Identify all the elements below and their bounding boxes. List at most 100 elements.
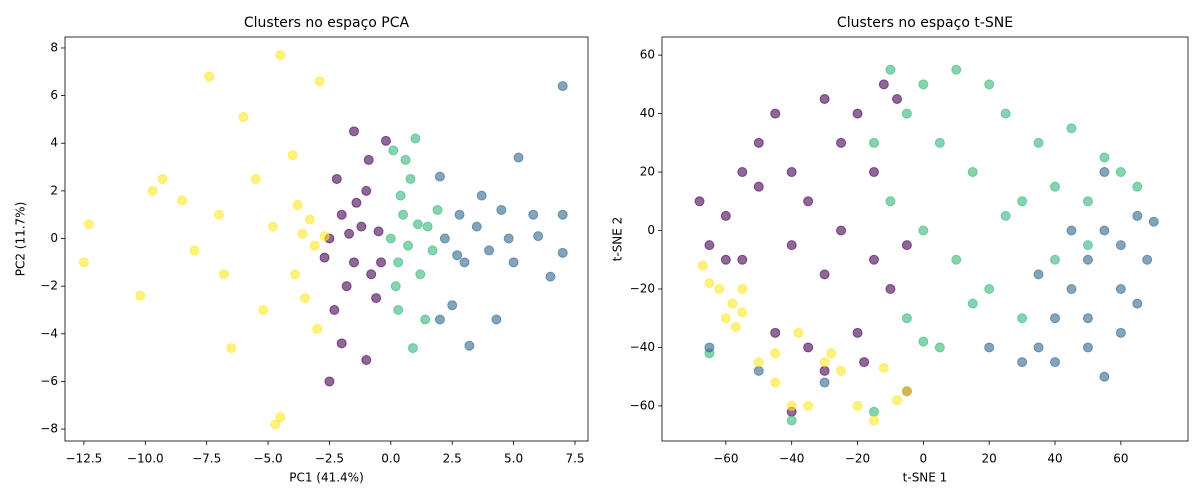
x-tick-label: 0.0 xyxy=(381,452,400,466)
point xyxy=(533,231,544,242)
point xyxy=(270,419,281,430)
point xyxy=(885,283,896,294)
point xyxy=(376,257,387,268)
x-tick-label: −20 xyxy=(845,452,870,466)
y-tick-label: −60 xyxy=(630,398,655,412)
point xyxy=(697,260,708,271)
point xyxy=(786,167,797,178)
point xyxy=(292,200,303,211)
point xyxy=(819,377,830,388)
point xyxy=(803,342,814,353)
point xyxy=(984,283,995,294)
x-tick-label: 0 xyxy=(920,452,928,466)
point xyxy=(491,314,502,325)
point xyxy=(410,133,421,144)
point xyxy=(309,240,320,251)
x-tick-label: 7.5 xyxy=(565,452,584,466)
x-tick-label: −40 xyxy=(779,452,804,466)
point xyxy=(250,173,261,184)
point xyxy=(407,343,418,354)
point xyxy=(704,240,715,251)
point xyxy=(459,257,470,268)
point xyxy=(275,50,286,61)
point xyxy=(727,298,738,309)
point xyxy=(918,225,929,236)
x-tick-label: −60 xyxy=(713,452,738,466)
point xyxy=(385,233,396,244)
y-tick-label: −20 xyxy=(630,281,655,295)
point xyxy=(868,415,879,426)
point xyxy=(557,247,568,258)
point xyxy=(238,112,249,123)
point xyxy=(868,254,879,265)
point xyxy=(836,225,847,236)
point xyxy=(528,209,539,220)
point xyxy=(878,362,889,373)
point xyxy=(427,245,438,256)
point xyxy=(324,376,335,387)
point xyxy=(226,343,237,354)
point xyxy=(1050,181,1061,192)
point xyxy=(1142,254,1153,265)
point xyxy=(380,135,391,146)
x-tick-label: 20 xyxy=(982,452,997,466)
y-tick-label: 20 xyxy=(640,165,655,179)
point xyxy=(852,400,863,411)
point xyxy=(366,269,377,280)
y-tick-label: −40 xyxy=(630,340,655,354)
point xyxy=(901,313,912,324)
point xyxy=(753,357,764,368)
point xyxy=(83,219,94,230)
point xyxy=(852,327,863,338)
point xyxy=(836,365,847,376)
point xyxy=(1000,108,1011,119)
point xyxy=(694,196,705,207)
point xyxy=(275,412,286,423)
point xyxy=(319,231,330,242)
point xyxy=(331,173,342,184)
point xyxy=(868,137,879,148)
point xyxy=(892,395,903,406)
point xyxy=(1082,254,1093,265)
point xyxy=(868,167,879,178)
point xyxy=(314,76,325,87)
point xyxy=(934,137,945,148)
point xyxy=(737,307,748,318)
y-tick-label: 6 xyxy=(50,88,58,102)
point xyxy=(1099,371,1110,382)
point xyxy=(304,214,315,225)
point xyxy=(918,336,929,347)
point xyxy=(786,415,797,426)
point xyxy=(290,269,301,280)
point xyxy=(403,240,414,251)
point xyxy=(405,173,416,184)
point xyxy=(454,209,465,220)
point xyxy=(78,257,89,268)
point xyxy=(1050,254,1061,265)
point xyxy=(901,386,912,397)
point xyxy=(341,281,352,292)
x-tick-label: 40 xyxy=(1047,452,1062,466)
point xyxy=(329,304,340,315)
plot-frame xyxy=(64,36,589,442)
point xyxy=(770,377,781,388)
x-axis-label: t-SNE 1 xyxy=(903,471,948,485)
point xyxy=(496,204,507,215)
y-tick-label: −6 xyxy=(40,374,58,388)
point xyxy=(918,79,929,90)
x-tick-label: 5.0 xyxy=(504,452,523,466)
point xyxy=(361,185,372,196)
y-tick-label: 4 xyxy=(50,136,58,150)
point xyxy=(737,167,748,178)
x-tick-label: −7.5 xyxy=(192,452,221,466)
y-tick-label: 0 xyxy=(647,223,655,237)
point xyxy=(901,108,912,119)
point xyxy=(967,298,978,309)
point xyxy=(1033,269,1044,280)
point xyxy=(267,221,278,232)
point xyxy=(344,228,355,239)
point xyxy=(1050,313,1061,324)
point xyxy=(336,338,347,349)
point xyxy=(371,293,382,304)
